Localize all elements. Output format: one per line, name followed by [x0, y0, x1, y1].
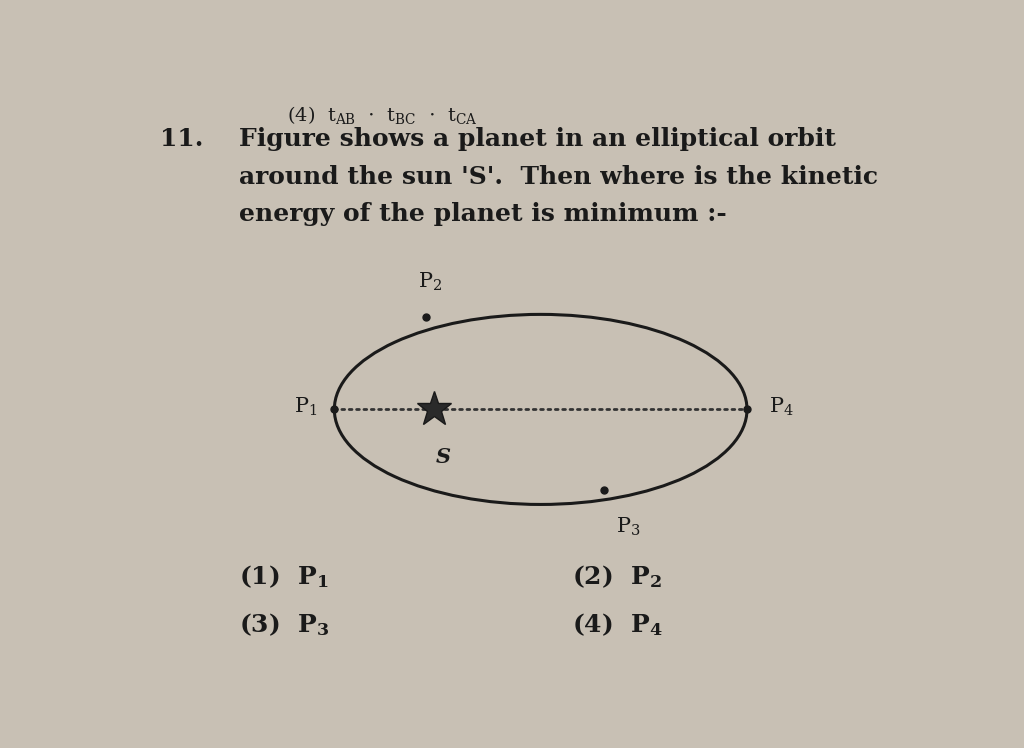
Text: $\mathregular{P_3}$: $\mathregular{P_3}$: [615, 516, 640, 539]
Text: $\mathregular{P_1}$: $\mathregular{P_1}$: [294, 396, 316, 417]
Text: energy of the planet is minimum :-: energy of the planet is minimum :-: [240, 202, 727, 226]
Text: Figure shows a planet in an elliptical orbit: Figure shows a planet in an elliptical o…: [240, 127, 836, 151]
Text: (3)  $\mathregular{P_3}$: (3) $\mathregular{P_3}$: [240, 611, 330, 637]
Text: (4)  $\mathregular{P_4}$: (4) $\mathregular{P_4}$: [572, 611, 664, 637]
Text: $\mathregular{P_4}$: $\mathregular{P_4}$: [769, 396, 794, 417]
Text: around the sun 'S'.  Then where is the kinetic: around the sun 'S'. Then where is the ki…: [240, 165, 879, 188]
Text: (1)  $\mathregular{P_1}$: (1) $\mathregular{P_1}$: [240, 563, 329, 590]
Text: 11.: 11.: [160, 127, 203, 151]
Text: (2)  $\mathregular{P_2}$: (2) $\mathregular{P_2}$: [572, 563, 663, 590]
Text: (4)  $\mathregular{t_{AB}}$  $\mathregular{\cdot}$  $\mathregular{t_{BC}}$  $\ma: (4) $\mathregular{t_{AB}}$ $\mathregular…: [287, 104, 477, 126]
Text: S: S: [435, 447, 451, 467]
Text: $\mathregular{P_2}$: $\mathregular{P_2}$: [418, 271, 441, 293]
